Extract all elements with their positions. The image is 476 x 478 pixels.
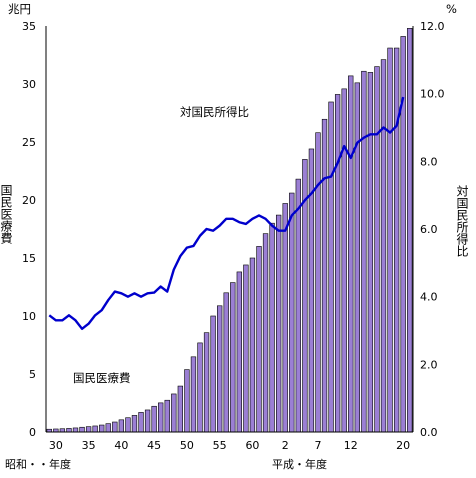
y-left-tick-label: 25	[22, 136, 36, 149]
x-tick-label: 7	[314, 439, 321, 452]
expenditure-bar	[177, 385, 184, 433]
axes-group	[45, 26, 414, 433]
right-unit-label: %	[446, 2, 457, 16]
expenditure-bar	[223, 292, 229, 433]
y-left-tick-label: 0	[29, 426, 36, 439]
y-right-tick-label: 10.0	[420, 88, 445, 101]
y-right-tick-label: 6.0	[420, 223, 438, 236]
expenditure-bar	[315, 132, 321, 433]
y-left-tick-label: 5	[29, 368, 36, 381]
expenditure-bar	[164, 399, 170, 433]
expenditure-bar	[249, 257, 256, 433]
expenditure-bar	[387, 47, 393, 433]
y-left-tick-label: 20	[22, 194, 36, 207]
expenditure-bar	[374, 66, 380, 433]
expenditure-bar	[400, 36, 406, 433]
expenditure-bar	[79, 426, 85, 433]
right-axis-label: 対国民所得比	[455, 185, 469, 258]
left-axis-label: 国民医療費	[0, 184, 13, 244]
x-tick-label: 55	[213, 439, 227, 452]
x-tick-label: 45	[147, 439, 161, 452]
showa-era-label: 昭和・・年度	[5, 457, 71, 471]
x-tick-label: 2	[282, 439, 289, 452]
expenditure-bar	[112, 421, 118, 433]
y-right-tick-label: 4.0	[420, 291, 438, 304]
y-right-tick-label: 0.0	[420, 426, 438, 439]
expenditure-bar	[171, 393, 177, 433]
expenditure-bar	[158, 402, 164, 433]
expenditure-bar	[105, 423, 111, 433]
x-tick-label: 50	[180, 439, 194, 452]
y-left-tick-label: 10	[22, 310, 36, 323]
expenditure-bar	[256, 246, 262, 433]
x-tick-label: 12	[344, 439, 358, 452]
expenditure-bar	[131, 415, 138, 433]
y-left-tick-label: 30	[22, 78, 36, 91]
expenditure-bar	[407, 28, 413, 433]
expenditure-bar	[197, 342, 203, 433]
expenditure-bar	[341, 88, 347, 433]
expenditure-bar	[348, 75, 354, 433]
left-unit-label: 兆円	[8, 2, 31, 16]
expenditure-bar	[262, 233, 269, 433]
expenditure-bar	[92, 425, 98, 433]
heisei-era-label: 平成・年度	[272, 457, 327, 471]
ratio-series-label: 対国民所得比	[180, 105, 249, 119]
expenditure-bar	[269, 222, 275, 433]
expenditure-bar	[367, 72, 374, 433]
expenditure-bar	[99, 424, 105, 433]
expenditure-bar	[85, 426, 92, 433]
tick-labels-group: 0 5 10 15 20 25 30 35 0.0 2.0 4.0 6.0 8.0 10.0 12.0 30 3…	[22, 20, 445, 452]
expenditure-bar	[144, 409, 151, 433]
y-right-tick-label: 12.0	[420, 20, 445, 33]
y-right-tick-label: 8.0	[420, 155, 438, 168]
y-left-tick-label: 35	[22, 20, 36, 33]
expenditure-bar	[66, 428, 72, 433]
expenditure-bar	[275, 214, 282, 433]
x-tick-label: 30	[49, 439, 63, 452]
expenditure-bar	[380, 59, 387, 433]
expenditure-bar	[295, 178, 301, 433]
expenditure-bar	[289, 192, 295, 433]
expenditure-bar	[328, 101, 334, 433]
expenditure-bar	[190, 356, 197, 433]
expenditure-bar	[184, 369, 190, 433]
expenditure-bar	[138, 412, 144, 433]
expenditure-bar	[210, 315, 216, 433]
expenditure-bar	[118, 419, 125, 433]
y-right-tick-label: 2.0	[420, 358, 438, 371]
expenditure-bar	[361, 70, 367, 433]
expenditure-bar	[321, 118, 328, 433]
expenditure-bar	[243, 264, 249, 433]
expenditure-bar	[230, 282, 236, 433]
expenditure-bar	[282, 203, 288, 433]
expenditure-bar	[125, 417, 131, 433]
expenditure-bar	[203, 332, 210, 433]
bars-group	[46, 28, 413, 433]
x-tick-label: 20	[396, 439, 410, 452]
expenditure-bar	[151, 405, 157, 433]
expenditure-bar	[393, 47, 400, 433]
expenditure-bar	[354, 82, 360, 433]
expenditure-bar	[217, 305, 223, 433]
expenditure-series-label: 国民医療費	[73, 371, 131, 385]
y-left-tick-label: 15	[22, 252, 36, 265]
x-tick-label: 35	[82, 439, 96, 452]
x-tick-label: 60	[245, 439, 259, 452]
expenditure-bar	[334, 94, 341, 433]
ratio-line	[48, 96, 405, 331]
x-tick-label: 40	[114, 439, 128, 452]
expenditure-bar	[72, 427, 79, 433]
expenditure-bar	[236, 271, 242, 433]
